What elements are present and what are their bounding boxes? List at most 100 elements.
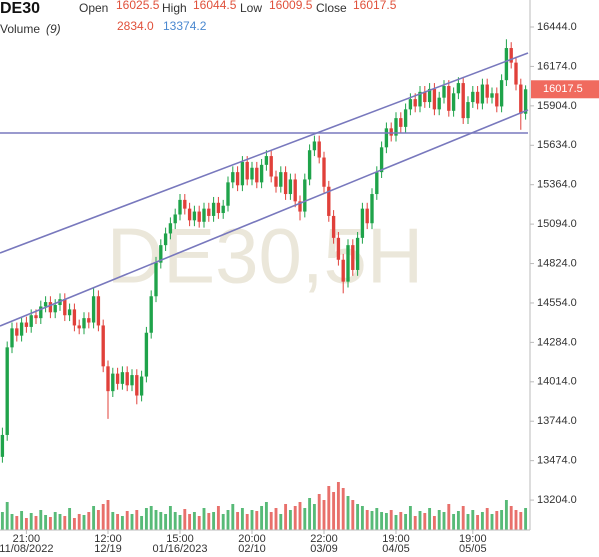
header-value: 16009.5: [269, 0, 313, 12]
candle-body: [144, 332, 149, 377]
candle-body: [274, 176, 278, 187]
candle-body: [216, 202, 221, 214]
candle-body: [168, 223, 173, 234]
volume-bar: [212, 512, 216, 530]
candle-body: [279, 172, 283, 187]
volume-bar: [20, 511, 24, 530]
candle-body: [82, 318, 86, 329]
y-tick-label: 14824.0: [537, 257, 577, 269]
candle-body: [5, 347, 9, 435]
candle-body: [485, 84, 489, 98]
candle-body: [173, 214, 177, 224]
volume-bar: [394, 515, 398, 530]
volume-bar: [442, 512, 446, 530]
candle-body: [379, 147, 384, 173]
volume-bar: [384, 513, 388, 530]
volume-bar: [485, 508, 489, 530]
volume-bar: [312, 504, 316, 530]
x-tick-label: 19:00: [459, 533, 487, 545]
candle-body: [394, 118, 398, 136]
candle-body: [403, 109, 408, 127]
candle-body: [283, 172, 288, 195]
volume-bar: [408, 506, 412, 530]
volume-bar: [53, 512, 57, 530]
volume-bar: [399, 512, 403, 530]
candle-body: [197, 211, 201, 222]
candle-body: [15, 328, 19, 336]
candle-body: [351, 245, 355, 270]
volume-bar: [269, 512, 273, 530]
candle-body: [187, 208, 192, 221]
volume-bar: [423, 513, 427, 530]
candle-body: [375, 172, 379, 195]
volume-bar: [308, 498, 312, 530]
candle-body: [288, 179, 293, 195]
y-tick-label: 15634.0: [537, 139, 577, 151]
candle-body: [24, 322, 29, 327]
volume-title: Volume: [0, 22, 40, 36]
volume-bar: [341, 488, 345, 530]
volume-bar: [164, 514, 168, 530]
candle-body: [159, 245, 163, 263]
candle-body: [336, 237, 341, 260]
volume-bar: [264, 502, 268, 530]
volume-bar: [125, 511, 129, 530]
volume-bar: [413, 516, 417, 530]
volume-bar: [58, 514, 62, 530]
volume-bar: [432, 516, 436, 530]
candle-body: [135, 375, 139, 396]
candle-body: [63, 299, 67, 316]
header-label: Close: [316, 1, 347, 15]
candle-body: [480, 84, 485, 104]
volume-bar: [197, 516, 201, 530]
volume-bar: [456, 511, 460, 530]
volume-bar: [504, 500, 508, 530]
x-tick-sublabel: 11/08/2022: [0, 543, 54, 555]
candle-body: [442, 85, 446, 98]
candle-body: [163, 233, 168, 246]
candle-body: [264, 156, 269, 165]
volume-bar: [96, 510, 100, 530]
last-price-label: 16017.5: [543, 83, 583, 95]
volume-bar: [360, 506, 364, 530]
volume-bar: [192, 512, 196, 530]
x-tick-label: 22:00: [310, 533, 338, 545]
candle-body: [341, 259, 345, 282]
volume-bar: [144, 508, 148, 530]
x-tick-sublabel: 01/16/2023: [152, 543, 207, 555]
x-tick-label: 19:00: [382, 533, 410, 545]
volume-bar: [332, 492, 336, 530]
volume-bar: [480, 512, 484, 530]
candle-body: [269, 156, 273, 177]
candle-body: [250, 167, 254, 180]
volume-bar: [370, 511, 374, 530]
candle-body: [312, 141, 317, 151]
candle-body: [139, 376, 144, 396]
candle-body: [221, 205, 225, 214]
volume-bar: [120, 516, 124, 530]
candle-body: [346, 245, 350, 282]
x-tick-sublabel: 03/09: [310, 543, 338, 555]
volume-bar: [514, 510, 518, 530]
candle-body: [53, 305, 57, 313]
volume-bar: [159, 512, 163, 530]
y-tick-label: 14554.0: [537, 297, 577, 309]
volume-bar: [255, 511, 259, 530]
volume-bar: [221, 514, 225, 530]
header-label: Open: [79, 1, 108, 15]
volume-bar: [77, 514, 81, 530]
candle-body: [259, 164, 264, 183]
x-tick-label: 21:00: [13, 533, 41, 545]
volume-bar: [346, 496, 350, 530]
candle-body: [432, 88, 437, 110]
volume-bar: [351, 500, 355, 530]
candle-body: [34, 315, 38, 319]
candle-body: [178, 199, 182, 215]
candle-body: [509, 48, 513, 63]
candle-body: [111, 373, 115, 392]
candle-body: [293, 179, 297, 202]
candle-body: [317, 141, 321, 158]
candle-body: [427, 88, 432, 103]
volume-bar: [24, 518, 28, 530]
candle-body: [327, 186, 331, 216]
